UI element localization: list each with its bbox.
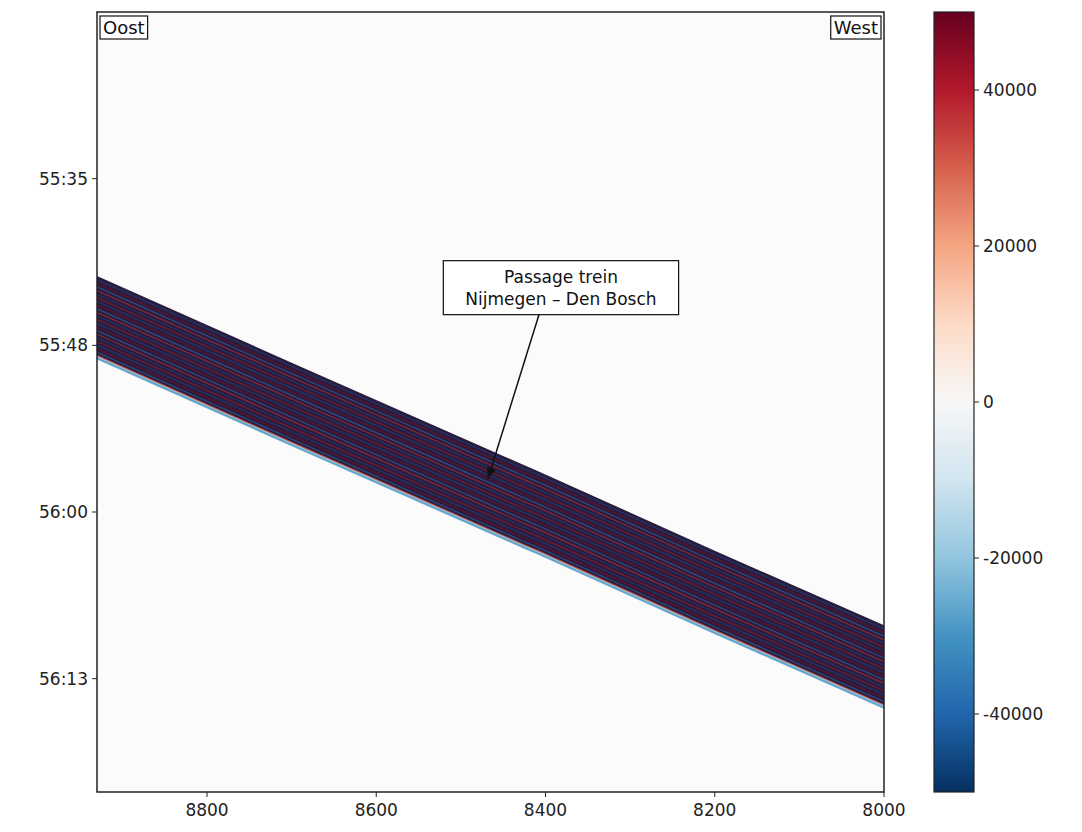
x-tick-label: 8200: [693, 800, 736, 820]
colorbar-tick: [974, 90, 979, 91]
colorbar-tick-label: 0: [983, 392, 994, 412]
band-texture: [97, 334, 884, 683]
chart: 8800 8600 8400 8200 8000 55:35 55:48 56:00 56:13…: [0, 0, 1082, 832]
x-tick-label: 8600: [355, 800, 398, 820]
y-tick: [92, 512, 97, 513]
x-tick: [714, 792, 715, 797]
band-texture: [97, 287, 884, 636]
band-texture: [97, 294, 884, 643]
colorbar-tick-label: 40000: [983, 80, 1037, 100]
annotation-arrow: [488, 315, 539, 479]
x-tick-label: 8400: [524, 800, 567, 820]
x-tick-label: 8000: [862, 800, 905, 820]
y-tick-label: 55:35: [39, 169, 88, 189]
corner-label: West: [834, 17, 878, 38]
x-tick: [884, 792, 885, 797]
corner-label-box: [831, 16, 881, 39]
annotation-box: [443, 261, 678, 315]
colorbar-tick-label: -20000: [983, 548, 1043, 568]
corner-label-box: [100, 16, 148, 39]
band-texture: [97, 349, 884, 698]
y-tick-label: 56:13: [39, 669, 88, 689]
plot-frame: [97, 12, 884, 792]
annotation-arrowhead: [487, 467, 496, 479]
colorbar: [934, 12, 974, 792]
band-texture: [97, 298, 884, 647]
band-texture: [97, 345, 884, 694]
band-texture: [97, 291, 884, 640]
data-group: [97, 276, 884, 708]
y-tick: [92, 345, 97, 346]
band-texture: [97, 309, 884, 658]
band-texture: [97, 320, 884, 669]
colorbar-tick: [974, 558, 979, 559]
y-tick-label: 56:00: [39, 502, 88, 522]
corner-label: Oost: [103, 17, 145, 38]
colorbar-tick-label: -40000: [983, 704, 1043, 724]
band-texture: [97, 338, 884, 687]
train-band: [97, 276, 884, 705]
y-tick: [92, 678, 97, 679]
x-tick: [207, 792, 208, 797]
band-texture: [97, 341, 884, 690]
colorbar-tick: [974, 246, 979, 247]
band-texture: [97, 316, 884, 665]
band-texture: [97, 352, 884, 701]
band-edge: [97, 358, 884, 707]
colorbar-tick: [974, 402, 979, 403]
band-texture: [97, 283, 884, 632]
y-tick-label: 55:48: [39, 335, 88, 355]
band-texture: [97, 280, 884, 629]
band-texture: [97, 312, 884, 661]
y-tick: [92, 178, 97, 179]
colorbar-tick: [974, 714, 979, 715]
annotation-text: Passage trein: [504, 267, 618, 287]
plot-bg: [97, 12, 884, 792]
x-tick: [376, 792, 377, 797]
band-texture: [97, 331, 884, 680]
band-texture: [97, 301, 884, 650]
x-tick-label: 8800: [185, 800, 228, 820]
band-texture: [97, 305, 884, 654]
colorbar-tick-label: 20000: [983, 236, 1037, 256]
annotation-text: Nijmegen – Den Bosch: [465, 289, 656, 309]
band-texture: [97, 323, 884, 672]
band-texture: [97, 327, 884, 676]
x-tick: [545, 792, 546, 797]
